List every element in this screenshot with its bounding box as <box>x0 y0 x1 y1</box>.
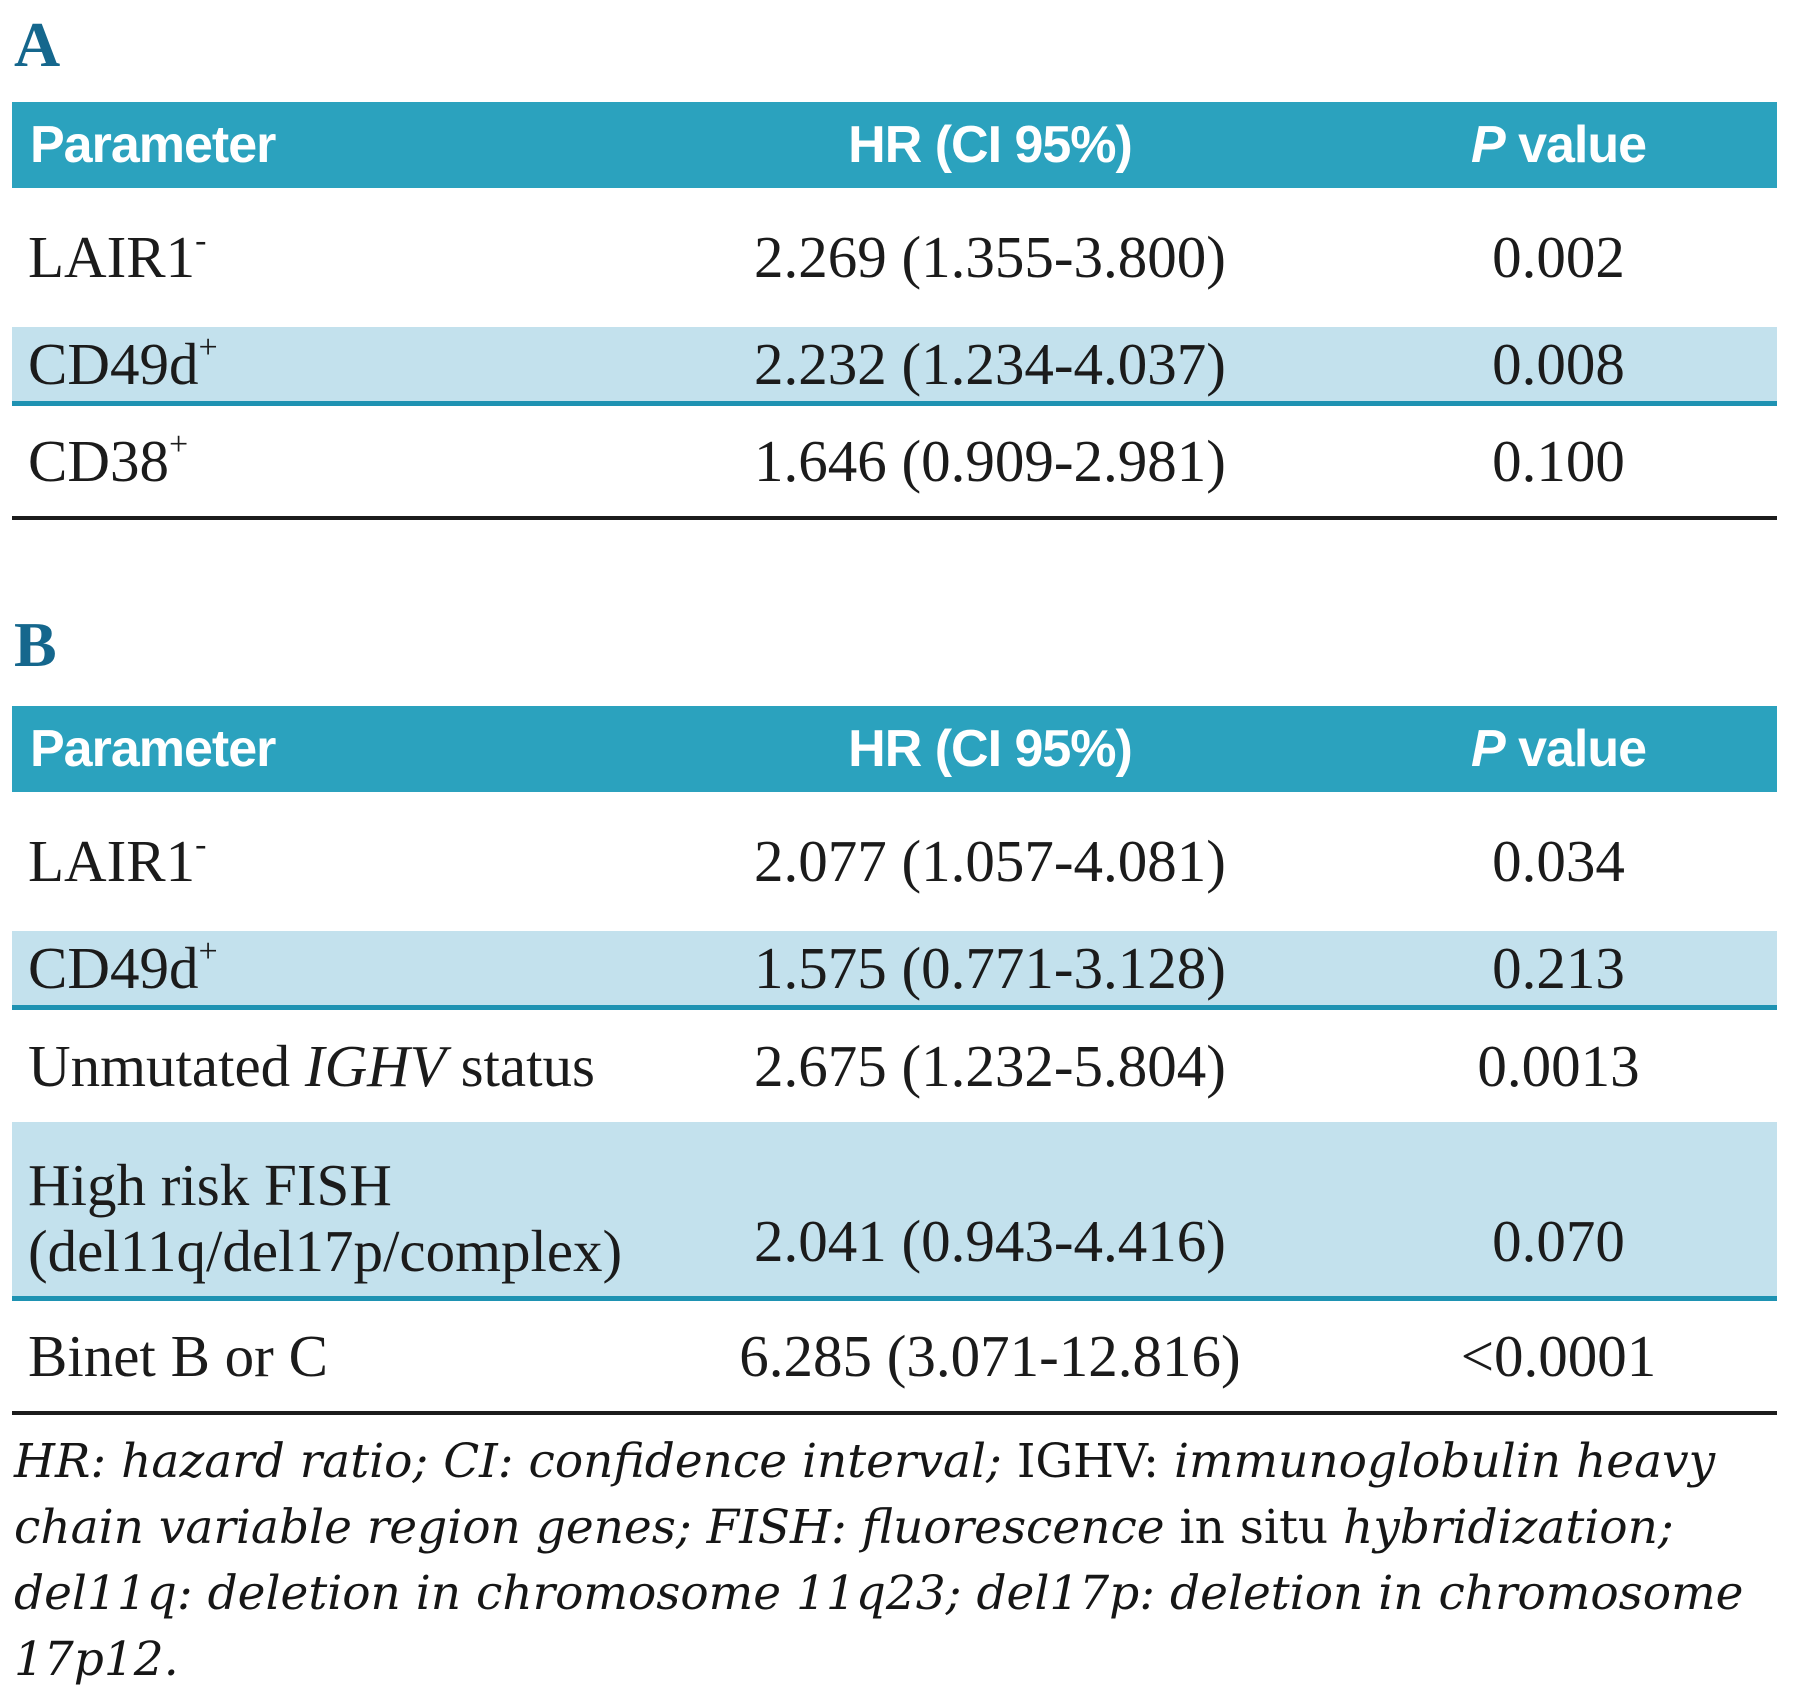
table-row: Binet B or C 6.285 (3.071-12.816) <0.000… <box>12 1298 1777 1415</box>
section-b-label: B <box>14 609 57 680</box>
footnote-segment: immunoglobulin heavy chain variable regi… <box>14 1434 1716 1555</box>
table-b-header-pvalue: P value <box>1340 706 1777 792</box>
table-row: CD38+ 1.646 (0.909-2.981) 0.100 <box>12 403 1777 520</box>
param-text: CD49d <box>28 934 199 1001</box>
table-row-shaded: CD49d+ 2.232 (1.234-4.037) 0.008 <box>12 327 1777 406</box>
footnote-segment-roman: IGHV: <box>1016 1434 1174 1489</box>
table-b-header-row: Parameter HR (CI 95%) P value <box>12 706 1777 792</box>
param-superscript: - <box>195 222 207 260</box>
table-a-header-row: Parameter HR (CI 95%) P value <box>12 102 1777 188</box>
param-text-line1: High risk FISH <box>28 1151 392 1218</box>
p-cell: 0.070 <box>1340 1122 1777 1301</box>
param-superscript: + <box>168 425 189 463</box>
p-cell: 0.100 <box>1340 403 1777 520</box>
table-b-header-parameter: Parameter <box>12 706 640 792</box>
table-a-header-parameter: Parameter <box>12 102 640 188</box>
hr-cell: 2.077 (1.057-4.081) <box>754 828 1226 895</box>
p-cell: 0.002 <box>1492 224 1625 291</box>
param-text-line2: (del11q/del17p/complex) <box>28 1217 623 1284</box>
param-cell: Unmutated IGHV status <box>12 1008 640 1123</box>
p-cell: 0.0013 <box>1477 1032 1640 1099</box>
hr-cell: 1.575 (0.771-3.128) <box>640 931 1340 1010</box>
p-cell: <0.0001 <box>1340 1298 1777 1415</box>
footnote-segment: HR: hazard ratio; CI: confidence interva… <box>14 1434 1017 1489</box>
hr-cell: 6.285 (3.071-12.816) <box>640 1298 1340 1415</box>
param-cell: LAIR1- <box>12 188 640 327</box>
pvalue-rest: value <box>1504 116 1647 174</box>
table-row: Unmutated IGHV status 2.675 (1.232-5.804… <box>12 1008 1777 1123</box>
table-a: Parameter HR (CI 95%) P value LAIR1- 2.2… <box>12 102 1777 520</box>
table-b-header-hr: HR (CI 95%) <box>640 706 1340 792</box>
hr-cell: 2.041 (0.943-4.416) <box>640 1122 1340 1301</box>
param-cell: High risk FISH (del11q/del17p/complex) <box>12 1122 640 1301</box>
param-gene-italic: IGHV <box>304 1032 446 1099</box>
section-a-label: A <box>14 9 61 80</box>
table-row-shaded: CD49d+ 1.575 (0.771-3.128) 0.213 <box>12 931 1777 1010</box>
param-text: status <box>445 1032 595 1099</box>
hr-cell: 2.232 (1.234-4.037) <box>640 327 1340 406</box>
param-cell: CD49d+ <box>12 931 640 1010</box>
p-cell: 0.034 <box>1492 828 1625 895</box>
table-row: LAIR1- 2.077 (1.057-4.081) 0.034 <box>12 792 1777 931</box>
hr-cell: 2.675 (1.232-5.804) <box>754 1032 1226 1099</box>
p-cell: 0.213 <box>1340 931 1777 1010</box>
param-cell: CD38+ <box>12 403 640 520</box>
param-text: LAIR1 <box>28 224 196 291</box>
param-text: CD49d <box>28 330 199 397</box>
param-superscript: + <box>198 328 218 366</box>
p-cell: 0.008 <box>1340 327 1777 406</box>
footnote-segment-roman: in situ <box>1179 1500 1344 1555</box>
param-superscript: - <box>195 826 207 864</box>
pvalue-rest: value <box>1504 720 1647 778</box>
table-row-shaded: High risk FISH (del11q/del17p/complex) 2.… <box>12 1122 1777 1301</box>
pvalue-p-italic: P <box>1470 116 1506 174</box>
footnote: HR: hazard ratio; CI: confidence interva… <box>14 1429 1786 1693</box>
pvalue-p-italic: P <box>1470 720 1506 778</box>
param-cell: LAIR1- <box>12 792 640 931</box>
hr-cell: 1.646 (0.909-2.981) <box>640 403 1340 520</box>
param-text: Unmutated <box>28 1032 305 1099</box>
table-b: Parameter HR (CI 95%) P value LAIR1- 2.0… <box>12 706 1777 1415</box>
param-superscript: + <box>198 932 218 970</box>
hr-cell: 2.269 (1.355-3.800) <box>754 224 1226 291</box>
table-a-header-hr: HR (CI 95%) <box>640 102 1340 188</box>
table-a-header-pvalue: P value <box>1340 102 1777 188</box>
param-cell: Binet B or C <box>12 1298 640 1415</box>
table-row: LAIR1- 2.269 (1.355-3.800) 0.002 <box>12 188 1777 327</box>
param-cell: CD49d+ <box>12 327 640 406</box>
param-text: LAIR1 <box>28 828 196 895</box>
param-text: CD38 <box>28 427 169 494</box>
